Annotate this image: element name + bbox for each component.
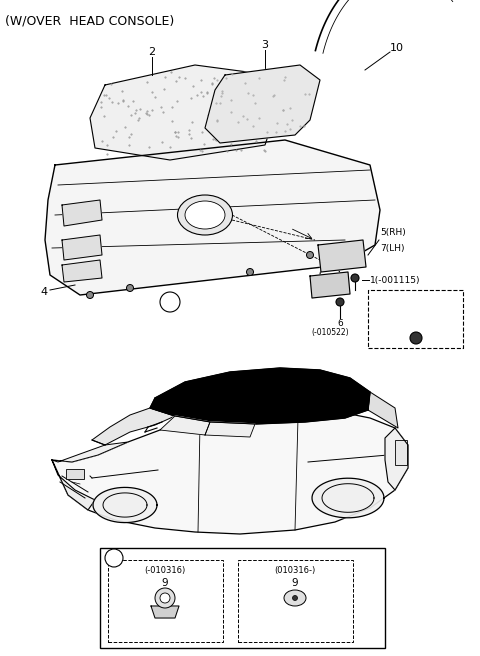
Circle shape <box>105 549 123 567</box>
Circle shape <box>160 593 170 603</box>
Circle shape <box>336 298 344 306</box>
Polygon shape <box>62 235 102 260</box>
Text: (001115-): (001115-) <box>397 291 435 300</box>
Text: 3: 3 <box>262 40 268 50</box>
Ellipse shape <box>284 590 306 606</box>
Polygon shape <box>385 428 408 490</box>
Text: (-010522): (-010522) <box>311 329 349 337</box>
Polygon shape <box>52 460 95 510</box>
Bar <box>66 469 84 479</box>
Bar <box>368 290 463 348</box>
Text: 6: 6 <box>337 319 343 327</box>
Text: a: a <box>327 271 333 281</box>
Text: (010316-): (010316-) <box>275 565 316 575</box>
Polygon shape <box>150 368 370 424</box>
Text: 5(RH): 5(RH) <box>380 228 406 237</box>
Polygon shape <box>90 65 275 160</box>
Bar <box>100 548 385 648</box>
Text: 1: 1 <box>413 303 420 313</box>
Text: a: a <box>167 298 173 308</box>
Polygon shape <box>92 408 175 445</box>
Circle shape <box>86 291 94 298</box>
Bar <box>108 560 223 642</box>
Text: 1(-001115): 1(-001115) <box>370 276 420 285</box>
Polygon shape <box>205 65 320 143</box>
Circle shape <box>160 292 180 312</box>
Bar <box>395 440 407 465</box>
Polygon shape <box>62 260 102 282</box>
Polygon shape <box>205 422 255 437</box>
Circle shape <box>410 332 422 344</box>
Text: (W/OVER  HEAD CONSOLE): (W/OVER HEAD CONSOLE) <box>5 15 174 28</box>
Circle shape <box>155 588 175 608</box>
Text: a: a <box>111 553 117 563</box>
Text: 10: 10 <box>390 43 404 53</box>
Polygon shape <box>160 416 210 435</box>
Text: 7(LH): 7(LH) <box>380 243 405 253</box>
Text: 4: 4 <box>41 287 48 297</box>
Circle shape <box>320 265 340 285</box>
Circle shape <box>292 596 298 600</box>
Circle shape <box>127 285 133 291</box>
Ellipse shape <box>178 195 232 235</box>
Polygon shape <box>62 200 102 226</box>
Text: (-010316): (-010316) <box>144 565 186 575</box>
Polygon shape <box>312 478 384 518</box>
Polygon shape <box>93 487 157 523</box>
Ellipse shape <box>185 201 225 229</box>
Polygon shape <box>310 272 350 298</box>
Text: 9: 9 <box>292 578 298 588</box>
Circle shape <box>351 274 359 282</box>
Text: 2: 2 <box>148 47 156 57</box>
Polygon shape <box>52 442 128 462</box>
Circle shape <box>307 251 313 258</box>
Polygon shape <box>151 606 179 618</box>
Text: 9: 9 <box>162 578 168 588</box>
Circle shape <box>247 268 253 276</box>
Polygon shape <box>368 392 398 428</box>
Polygon shape <box>45 140 380 295</box>
Polygon shape <box>52 410 408 534</box>
Bar <box>238 560 353 642</box>
Polygon shape <box>318 240 366 272</box>
